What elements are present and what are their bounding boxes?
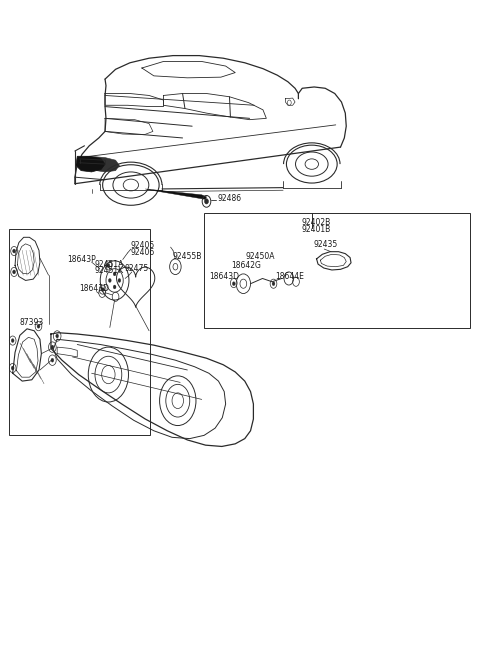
Text: 18642G: 18642G (231, 261, 261, 270)
Text: 92450A: 92450A (246, 252, 275, 261)
Circle shape (118, 278, 121, 282)
Text: 92475: 92475 (124, 264, 148, 273)
Text: 92435: 92435 (313, 240, 337, 249)
Text: 18643P: 18643P (67, 255, 96, 264)
Circle shape (232, 282, 235, 286)
Circle shape (12, 270, 15, 274)
Polygon shape (76, 157, 105, 172)
Circle shape (37, 324, 40, 328)
Circle shape (204, 198, 208, 204)
Circle shape (56, 334, 59, 338)
Text: 92451K: 92451K (95, 266, 124, 275)
Polygon shape (145, 189, 206, 199)
Circle shape (11, 339, 14, 343)
Text: 18643D: 18643D (79, 284, 108, 293)
Circle shape (51, 358, 54, 362)
Circle shape (272, 282, 275, 286)
Polygon shape (89, 157, 120, 172)
Text: 92406: 92406 (131, 248, 155, 257)
Text: 92455B: 92455B (172, 252, 202, 261)
Text: 87393: 87393 (20, 318, 44, 327)
Circle shape (113, 285, 116, 289)
Circle shape (108, 278, 111, 282)
Circle shape (113, 272, 116, 276)
Circle shape (101, 288, 104, 291)
Circle shape (11, 366, 14, 370)
Text: 92451A: 92451A (95, 259, 124, 269)
Text: 92405: 92405 (131, 242, 155, 250)
Text: 92402B: 92402B (301, 219, 331, 227)
Text: 92401B: 92401B (301, 225, 331, 234)
Text: 92486: 92486 (217, 194, 241, 202)
Text: 18643D: 18643D (209, 272, 240, 281)
Circle shape (107, 263, 110, 267)
Circle shape (51, 345, 54, 349)
Text: 18644E: 18644E (276, 272, 304, 281)
Circle shape (12, 249, 15, 253)
